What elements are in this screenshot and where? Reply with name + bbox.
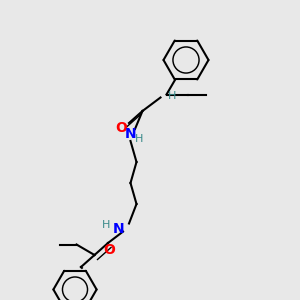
Text: N: N [113, 222, 124, 236]
Text: O: O [103, 243, 116, 256]
Text: H: H [168, 91, 177, 101]
Text: N: N [125, 128, 136, 141]
Text: H: H [102, 220, 111, 230]
Text: H: H [135, 134, 144, 144]
Text: O: O [116, 122, 128, 135]
